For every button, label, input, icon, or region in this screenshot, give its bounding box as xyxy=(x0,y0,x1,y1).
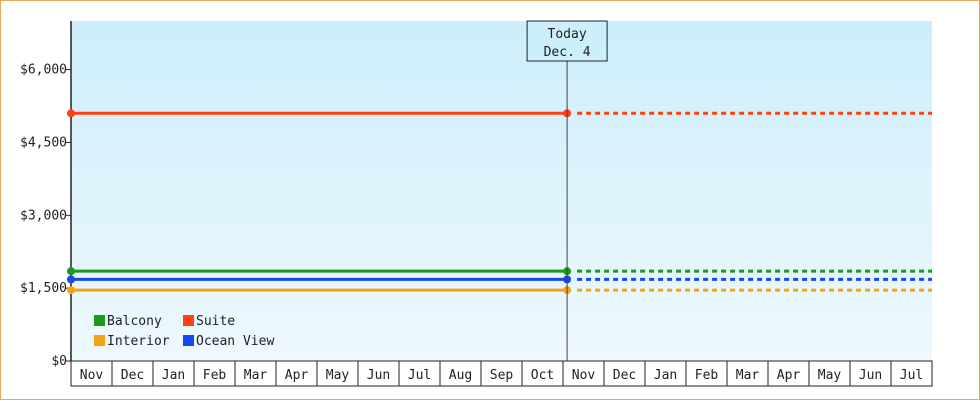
x-tick-label: Jul xyxy=(900,368,923,383)
x-tick-label: Dec xyxy=(121,368,144,383)
y-tick-label: $1,500 xyxy=(20,281,67,296)
x-tick-label: Mar xyxy=(736,368,760,383)
y-tick-label: $6,000 xyxy=(20,63,67,78)
x-tick-label: Oct xyxy=(531,368,554,383)
x-tick-label: Feb xyxy=(203,368,227,383)
x-tick-label: Nov xyxy=(572,368,596,383)
legend-swatch-interior xyxy=(94,335,105,346)
legend-swatch-balcony xyxy=(94,315,105,326)
data-point-interior xyxy=(67,286,75,295)
x-tick-label: Jun xyxy=(859,368,882,383)
data-point-suite xyxy=(67,109,75,118)
legend-swatch-ocean-view xyxy=(183,335,194,346)
today-label: Today xyxy=(548,27,587,42)
x-tick-label: Jun xyxy=(367,368,390,383)
x-tick-label: Nov xyxy=(80,368,104,383)
y-tick-label: $4,500 xyxy=(20,135,67,150)
legend-label-interior: Interior xyxy=(107,334,170,349)
x-tick-label: Jul xyxy=(408,368,431,383)
legend-label-ocean-view: Ocean View xyxy=(196,334,274,349)
x-tick-label: Sep xyxy=(490,368,514,383)
x-tick-label: May xyxy=(818,368,842,383)
plot-background xyxy=(71,21,932,361)
x-tick-label: Aug xyxy=(449,368,472,383)
x-tick-label: Jan xyxy=(162,368,185,383)
legend-swatch-suite xyxy=(183,315,194,326)
x-tick-label: Apr xyxy=(777,368,801,383)
legend-label-balcony: Balcony xyxy=(107,314,162,329)
x-tick-label: Apr xyxy=(285,368,309,383)
x-tick-label: Dec xyxy=(613,368,636,383)
legend-label-suite: Suite xyxy=(196,314,235,329)
today-label-box xyxy=(526,20,608,62)
x-tick-label: Mar xyxy=(244,368,268,383)
y-tick-label: $3,000 xyxy=(20,208,67,223)
x-tick-label: Feb xyxy=(695,368,719,383)
today-date-label: Dec. 4 xyxy=(544,45,591,60)
y-tick-label: $0 xyxy=(51,354,67,369)
x-tick-label: Jan xyxy=(654,368,677,383)
x-axis-month-strip xyxy=(70,360,933,387)
data-point-balcony xyxy=(67,267,75,276)
x-tick-label: May xyxy=(326,368,350,383)
data-point-ocean-view xyxy=(67,275,75,284)
